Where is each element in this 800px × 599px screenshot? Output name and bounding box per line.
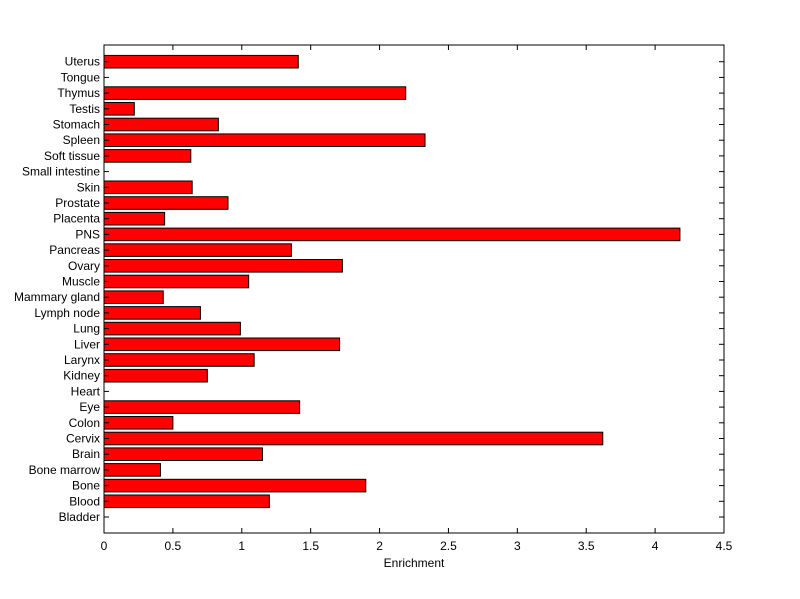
y-tick-label: Tongue [61, 70, 101, 84]
bar-skin [103, 180, 193, 195]
bar-bone-marrow [103, 463, 161, 477]
y-tick-label: Colon [69, 416, 100, 430]
y-tick-label: Soft tissue [44, 149, 100, 163]
bar-colon [103, 416, 174, 430]
bar-prostate [103, 196, 229, 210]
y-tick-label: Lymph node [34, 306, 100, 320]
bar-ovary [103, 259, 343, 273]
bar-pns [103, 227, 681, 242]
plot-frame [103, 44, 725, 534]
bar-mammary-gland [103, 290, 164, 304]
x-tick-label: 0 [101, 539, 108, 553]
bar-bone [103, 478, 367, 493]
x-tick-label: 0.5 [165, 539, 182, 553]
bar-brain [103, 447, 263, 461]
x-tick-label: 2.5 [440, 539, 457, 553]
y-tick-label: Blood [69, 494, 100, 508]
x-axis-title: Enrichment [384, 556, 445, 570]
bar-placenta [103, 211, 166, 226]
x-tick-label: 4.5 [716, 539, 733, 553]
bar-eye [103, 400, 301, 414]
y-tick-label: Thymus [57, 86, 100, 100]
bar-liver [103, 337, 341, 352]
y-tick-label: Liver [74, 337, 100, 351]
x-tick-label: 4 [652, 539, 659, 553]
y-tick-label: Cervix [66, 432, 100, 446]
y-tick-label: Bladder [59, 510, 100, 524]
x-tick-labels: 0 0.5 1 1.5 2 2.5 3 3.5 4 4.5 [101, 539, 733, 553]
y-tick-label: Lung [73, 322, 100, 336]
bar-blood [103, 494, 270, 509]
y-tick-label: Bone [72, 479, 100, 493]
y-tick-label: Pancreas [49, 243, 100, 257]
x-tick-label: 1 [238, 539, 245, 553]
bar-lung [103, 321, 241, 336]
y-tick-label: Heart [71, 384, 101, 398]
bar-muscle [103, 274, 250, 289]
bar-kidney [103, 368, 208, 383]
x-tick-label: 3.5 [578, 539, 595, 553]
y-tick-label: Ovary [68, 259, 100, 273]
bar-uterus [103, 54, 299, 69]
y-tick-label: Eye [79, 400, 100, 414]
y-tick-label: Spleen [63, 133, 100, 147]
y-tick-label: Larynx [64, 353, 100, 367]
bar-lymph-node [103, 306, 201, 320]
y-tick-label: Bone marrow [29, 463, 101, 477]
y-tick-label: Prostate [55, 196, 100, 210]
bar-spleen [103, 133, 426, 147]
bar-pancreas [103, 243, 292, 257]
bar-larynx [103, 353, 255, 367]
y-tick-label: Stomach [53, 118, 100, 132]
bar-stomach [103, 117, 219, 132]
x-tick-label: 3 [514, 539, 521, 553]
y-tick-label: Placenta [53, 212, 100, 226]
bar-cervix [103, 431, 604, 446]
x-tick-label: 2 [376, 539, 383, 553]
y-tick-label: Uterus [65, 55, 100, 69]
y-tick-label: Brain [72, 447, 100, 461]
x-tick-label: 1.5 [302, 539, 319, 553]
bar-soft-tissue [103, 149, 192, 163]
y-tick-label: Testis [69, 102, 100, 116]
bar-thymus [103, 86, 407, 100]
y-tick-label: Small intestine [22, 165, 100, 179]
ticks-group [103, 45, 725, 533]
y-tick-label: Kidney [63, 369, 100, 383]
y-tick-label: PNS [75, 227, 100, 241]
y-tick-label: Skin [77, 180, 100, 194]
y-tick-label: Mammary gland [14, 290, 100, 304]
y-tick-label: Muscle [62, 275, 100, 289]
